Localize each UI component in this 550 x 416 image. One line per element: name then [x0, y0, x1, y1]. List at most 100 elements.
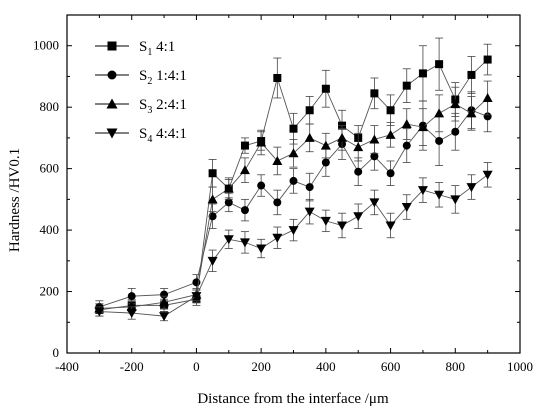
data-point — [126, 309, 137, 319]
data-point — [434, 190, 445, 200]
data-point — [386, 106, 395, 115]
legend-item-3: S3 2:4:1 — [95, 97, 187, 116]
data-point — [353, 212, 364, 222]
y-tick-label: 400 — [40, 222, 60, 237]
data-point — [321, 158, 330, 167]
data-point — [223, 183, 234, 193]
series-line — [99, 97, 488, 309]
data-point — [159, 297, 170, 307]
data-point — [467, 70, 476, 79]
data-point — [337, 221, 348, 231]
data-point — [127, 292, 136, 301]
data-point — [273, 198, 282, 207]
series-line — [99, 174, 488, 317]
data-point — [305, 106, 314, 115]
legend-label: S1 4:1 — [139, 39, 175, 58]
data-point — [94, 307, 105, 317]
data-point — [418, 69, 427, 78]
data-point — [401, 203, 412, 213]
legend-marker — [107, 41, 117, 51]
data-point — [482, 170, 493, 180]
legend-marker — [106, 98, 118, 109]
data-point — [272, 155, 283, 165]
x-tick-label: -200 — [120, 359, 144, 374]
data-point — [482, 92, 493, 102]
data-point — [240, 141, 249, 150]
legend: S1 4:1 S2 1:4:1 S3 2:4:1 S4 4:4:1 — [95, 39, 187, 145]
y-tick-label: 800 — [40, 99, 60, 114]
data-point — [239, 238, 250, 248]
data-point — [289, 176, 298, 185]
series-3 — [94, 80, 493, 314]
data-point — [483, 55, 492, 64]
data-point — [401, 119, 412, 129]
series-4 — [94, 162, 493, 322]
data-point — [240, 206, 249, 215]
data-point — [191, 292, 202, 302]
data-point — [305, 183, 314, 192]
data-point — [417, 122, 428, 132]
legend-item-1: S1 4:1 — [95, 39, 175, 58]
data-point — [370, 152, 379, 161]
data-point — [272, 233, 283, 243]
y-tick-label: 1000 — [33, 38, 59, 53]
data-point — [434, 108, 445, 118]
data-point — [289, 124, 298, 133]
series-line — [99, 59, 488, 311]
legend-marker — [107, 70, 117, 80]
x-axis-label: Distance from the interface /μm — [197, 391, 389, 407]
legend-label: S2 1:4:1 — [139, 68, 187, 87]
data-point — [369, 198, 380, 208]
data-point — [273, 73, 282, 82]
y-axis-label: Hardness /HV0.1 — [7, 148, 23, 252]
data-point — [451, 127, 460, 136]
data-point — [353, 142, 364, 152]
data-point — [435, 60, 444, 69]
data-point — [385, 129, 396, 139]
legend-label: S4 4:4:1 — [139, 126, 187, 145]
data-point — [208, 169, 217, 178]
data-point — [320, 140, 331, 150]
x-tick-label: 200 — [251, 359, 271, 374]
data-point — [304, 207, 315, 217]
data-point — [207, 194, 218, 204]
x-tick-label: 0 — [193, 359, 200, 374]
y-tick-label: 600 — [40, 161, 60, 176]
data-point — [402, 141, 411, 150]
data-point — [208, 212, 217, 221]
x-tick-label: 400 — [316, 359, 336, 374]
data-point — [354, 167, 363, 176]
data-point — [126, 301, 137, 311]
data-point — [450, 99, 461, 109]
data-point — [160, 290, 169, 299]
data-point — [257, 181, 266, 190]
legend-marker — [106, 128, 118, 139]
data-point — [370, 89, 379, 98]
data-point — [466, 183, 477, 193]
data-point — [304, 132, 315, 142]
x-tick-label: 1000 — [507, 359, 533, 374]
y-tick-label: 0 — [53, 345, 60, 360]
legend-item-4: S4 4:4:1 — [95, 126, 187, 145]
data-point — [321, 84, 330, 93]
y-tick-label: 200 — [40, 284, 60, 299]
x-tick-label: 600 — [381, 359, 401, 374]
data-point — [207, 256, 218, 266]
data-point — [450, 195, 461, 205]
data-point — [224, 198, 233, 207]
data-point — [256, 137, 267, 147]
data-point — [402, 81, 411, 90]
series-group — [94, 37, 493, 322]
legend-item-2: S2 1:4:1 — [95, 68, 187, 87]
legend-label: S3 2:4:1 — [139, 97, 187, 116]
data-point — [337, 132, 348, 142]
data-point — [466, 108, 477, 118]
data-point — [386, 169, 395, 178]
data-point — [369, 134, 380, 144]
data-point — [288, 148, 299, 158]
data-point — [435, 136, 444, 145]
data-point — [223, 235, 234, 245]
data-point — [385, 221, 396, 231]
data-point — [256, 244, 267, 254]
